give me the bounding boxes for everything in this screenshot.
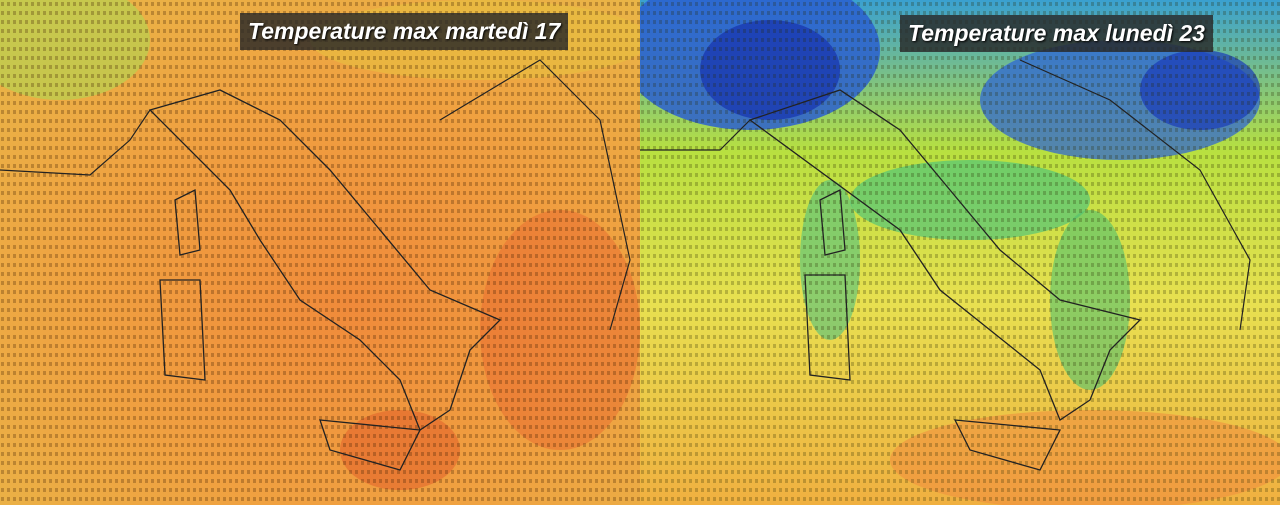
temperature-map-left <box>0 0 640 505</box>
map-panel-right: Temperature max lunedì 23 <box>640 0 1280 505</box>
temperature-map-right <box>640 0 1280 505</box>
map-panel-left: Temperature max martedì 17 <box>0 0 640 505</box>
panel-title: Temperature max lunedì 23 <box>900 15 1213 52</box>
panel-title: Temperature max martedì 17 <box>240 13 569 50</box>
